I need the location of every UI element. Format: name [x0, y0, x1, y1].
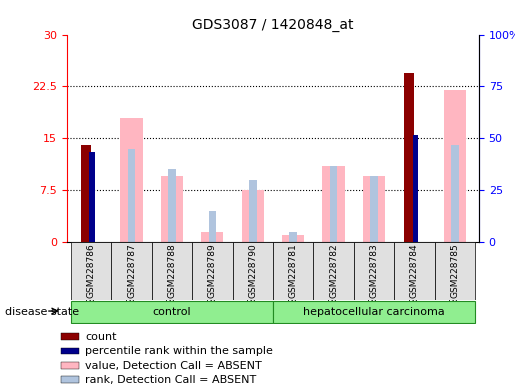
Bar — [61, 376, 79, 383]
Text: disease state: disease state — [5, 307, 79, 317]
Bar — [61, 362, 79, 369]
Text: GSM228784: GSM228784 — [410, 243, 419, 298]
Bar — [161, 176, 183, 242]
Bar — [282, 235, 304, 242]
Bar — [435, 242, 475, 300]
Bar — [121, 118, 143, 242]
Bar — [370, 176, 377, 242]
Text: hepatocellular carcinoma: hepatocellular carcinoma — [303, 307, 445, 317]
Text: GSM228781: GSM228781 — [288, 243, 298, 298]
Text: count: count — [85, 332, 117, 342]
Bar — [71, 242, 111, 300]
Text: control: control — [152, 307, 191, 317]
Text: GSM228787: GSM228787 — [127, 243, 136, 298]
Bar — [363, 176, 385, 242]
Bar — [111, 242, 152, 300]
Text: GSM228783: GSM228783 — [369, 243, 379, 298]
Bar — [242, 190, 264, 242]
Bar — [273, 242, 313, 300]
Bar — [168, 169, 176, 242]
Title: GDS3087 / 1420848_at: GDS3087 / 1420848_at — [192, 18, 354, 32]
Bar — [322, 166, 345, 242]
Bar — [209, 211, 216, 242]
Bar — [404, 73, 415, 242]
Text: GSM228789: GSM228789 — [208, 243, 217, 298]
Bar — [61, 348, 79, 354]
Bar — [90, 152, 95, 242]
Text: GSM228785: GSM228785 — [450, 243, 459, 298]
Bar — [443, 90, 466, 242]
Text: rank, Detection Call = ABSENT: rank, Detection Call = ABSENT — [85, 375, 257, 384]
Bar — [233, 242, 273, 300]
Bar — [152, 242, 192, 300]
Bar — [192, 242, 233, 300]
Text: GSM228782: GSM228782 — [329, 243, 338, 298]
Bar — [313, 242, 354, 300]
Text: value, Detection Call = ABSENT: value, Detection Call = ABSENT — [85, 361, 262, 371]
Bar — [71, 301, 273, 323]
Text: percentile rank within the sample: percentile rank within the sample — [85, 346, 273, 356]
Bar — [354, 242, 394, 300]
Bar — [249, 180, 256, 242]
Bar — [81, 145, 91, 242]
Bar — [128, 149, 135, 242]
Text: GSM228790: GSM228790 — [248, 243, 258, 298]
Text: GSM228786: GSM228786 — [87, 243, 96, 298]
Bar — [451, 145, 458, 242]
Text: GSM228788: GSM228788 — [167, 243, 177, 298]
Bar — [61, 333, 79, 340]
Bar — [273, 301, 475, 323]
Bar — [289, 232, 297, 242]
Bar — [413, 135, 418, 242]
Bar — [201, 232, 224, 242]
Bar — [330, 166, 337, 242]
Bar — [394, 242, 435, 300]
